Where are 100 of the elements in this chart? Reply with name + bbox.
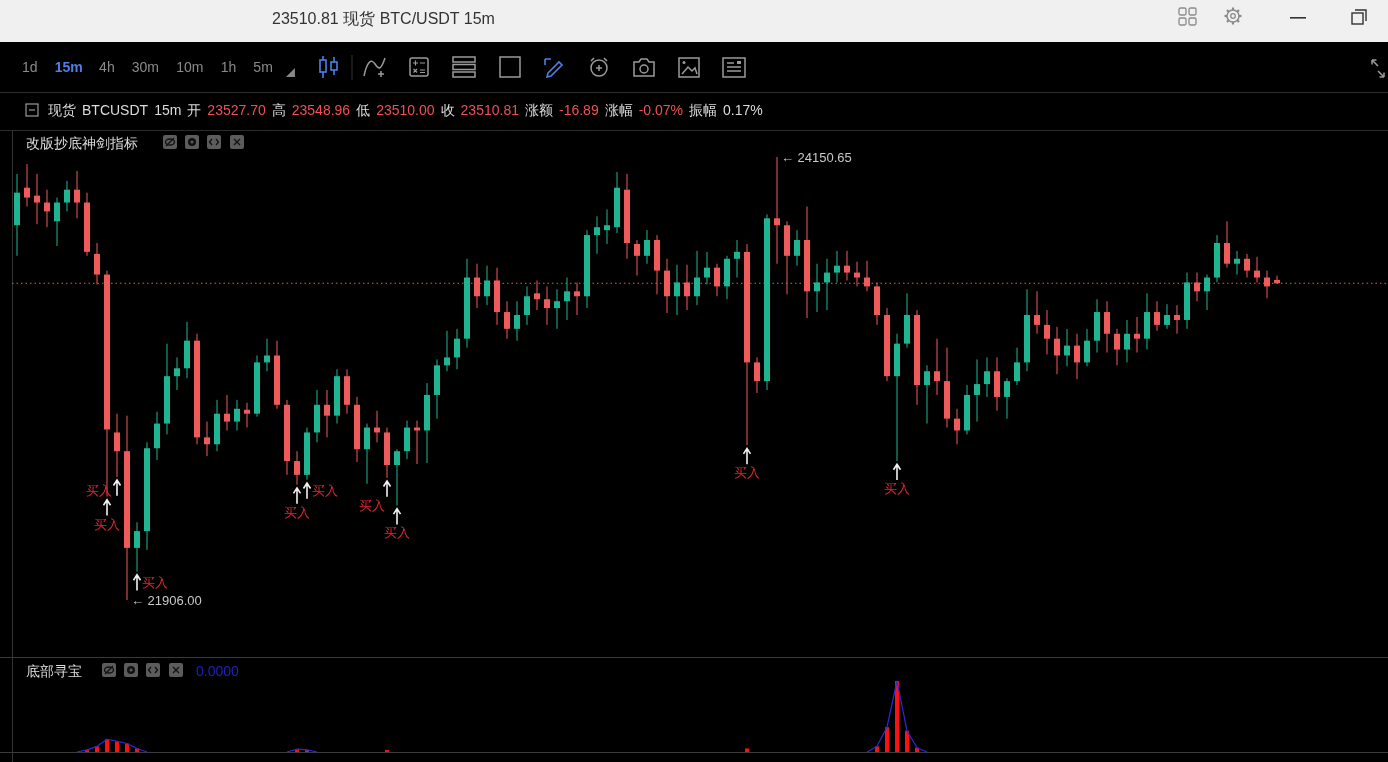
candlestick xyxy=(1224,220,1230,269)
candlestick xyxy=(674,264,680,316)
candlestick xyxy=(1194,272,1200,302)
candlestick xyxy=(594,215,600,255)
candlestick xyxy=(544,285,550,326)
candlestick xyxy=(824,258,830,311)
text: 30m xyxy=(131,59,160,75)
data-label: 买入 xyxy=(94,516,120,532)
chart-subtitle: 0.0000 xyxy=(196,663,240,679)
candlestick xyxy=(604,208,610,245)
annotation: ← 21906.00 xyxy=(131,592,202,608)
candlestick xyxy=(1074,333,1080,380)
candlestick xyxy=(1134,316,1140,354)
candlestick xyxy=(1034,290,1040,335)
candlestick xyxy=(1084,328,1090,367)
data-label: 买入 xyxy=(284,504,310,520)
candlestick xyxy=(954,408,960,445)
candlestick xyxy=(534,279,540,311)
candlestick xyxy=(24,163,30,207)
candlestick xyxy=(1004,377,1010,420)
candlestick xyxy=(114,413,120,478)
text: 5m xyxy=(253,59,273,75)
data-label: 买入 xyxy=(359,497,385,513)
candlestick xyxy=(244,402,250,429)
candlestick xyxy=(854,261,860,287)
chart-title: 底部寻宝 xyxy=(26,663,82,679)
candlestick xyxy=(794,229,800,267)
candlestick xyxy=(294,450,300,486)
candlestick xyxy=(134,521,140,573)
candlestick xyxy=(814,263,820,313)
text: 4h xyxy=(99,59,115,75)
candlestick xyxy=(1204,274,1210,311)
bar xyxy=(115,741,119,752)
candlestick xyxy=(474,263,480,309)
candlestick xyxy=(554,288,560,330)
candlestick xyxy=(394,448,400,506)
candlestick xyxy=(574,281,580,316)
candlestick xyxy=(454,328,460,370)
candlestick xyxy=(754,356,760,394)
candlestick xyxy=(1254,256,1260,283)
candlestick xyxy=(1154,300,1160,332)
candlestick xyxy=(684,264,690,311)
candlestick xyxy=(1244,253,1250,279)
text: 23510.81 现货 BTC/USDT 15m xyxy=(272,10,495,27)
text: 15m xyxy=(54,59,83,75)
candlestick xyxy=(444,330,450,372)
candlestick xyxy=(484,265,490,306)
candlestick xyxy=(264,338,270,372)
candlestick xyxy=(174,356,180,391)
candlestick xyxy=(1164,303,1170,330)
candlestick xyxy=(324,389,330,438)
candlestick xyxy=(984,356,990,398)
candlestick xyxy=(1064,328,1070,367)
chart-title: 现货 BTCUSDT 15m 开 23527.70 高 23548.96 低 23510.00 收 23510.81 涨额 -16.89 涨幅 -0.07% 振幅 0.17% xyxy=(48,102,763,118)
candlestick xyxy=(704,251,710,285)
bar xyxy=(105,739,109,752)
candlestick xyxy=(34,173,40,225)
candlestick xyxy=(504,300,510,340)
candlestick xyxy=(1014,347,1020,386)
candlestick xyxy=(94,242,100,285)
candlestick xyxy=(564,277,570,321)
data-label: 买入 xyxy=(142,575,168,591)
data-label: 买入 xyxy=(884,480,910,496)
candlestick xyxy=(1044,309,1050,355)
annotation: ← 24150.65 xyxy=(781,149,852,165)
candlestick xyxy=(224,394,230,431)
candlestick xyxy=(834,250,840,283)
candlestick xyxy=(514,300,520,342)
candlestick xyxy=(364,423,370,485)
data-label: 买入 xyxy=(734,465,760,481)
bar xyxy=(885,727,889,752)
candlestick xyxy=(924,364,930,425)
candlestick xyxy=(404,420,410,460)
data-label: 买入 xyxy=(86,483,112,499)
candlestick xyxy=(1174,304,1180,335)
candlestick xyxy=(1124,319,1130,363)
candlestick xyxy=(864,260,870,292)
candlestick xyxy=(204,421,210,457)
bar xyxy=(905,730,909,752)
candlestick xyxy=(74,170,80,219)
candlestick xyxy=(934,338,940,396)
text: 1d xyxy=(22,59,38,75)
candlestick xyxy=(774,156,780,265)
candlestick xyxy=(64,180,70,212)
candlestick xyxy=(634,239,640,277)
candlestick xyxy=(844,250,850,281)
data-label: 买入 xyxy=(384,525,410,541)
chart-subtitle: 改版抄底神剑指标 xyxy=(26,135,138,151)
candlestick xyxy=(1264,270,1270,299)
candlestick xyxy=(1274,275,1280,284)
candlestick xyxy=(1114,328,1120,366)
candlestick xyxy=(734,239,740,279)
bar xyxy=(745,748,749,752)
candlestick xyxy=(1054,326,1060,375)
candlestick xyxy=(974,358,980,423)
candlestick xyxy=(644,229,650,265)
text: 10m xyxy=(176,59,204,75)
candlestick xyxy=(44,189,50,228)
candlestick xyxy=(524,285,530,326)
data-label: 买入 xyxy=(312,483,338,499)
